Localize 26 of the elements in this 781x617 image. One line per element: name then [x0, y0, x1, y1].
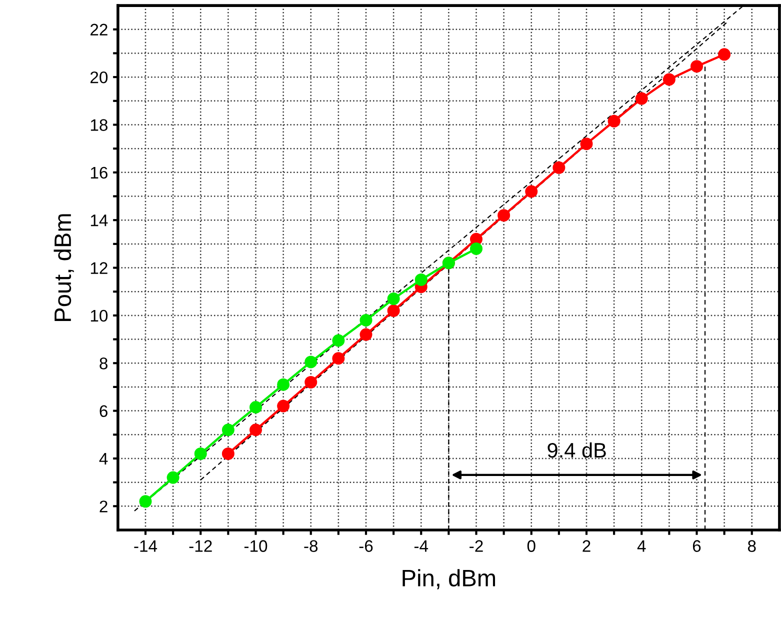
annotation: 9.4 dB: [548, 442, 606, 458]
x-tick-label: -2: [470, 540, 483, 552]
y-tick-label: 18: [90, 119, 108, 131]
y-tick-label: 6: [100, 405, 108, 418]
x-tick-label: -12: [189, 540, 212, 552]
y-tick-label: 22: [90, 24, 108, 36]
x-tick-label: 0: [527, 540, 536, 552]
y-tick-label: 14: [90, 214, 108, 226]
x-axis-title: Pin, dBm: [402, 569, 496, 590]
x-tick-label: 2: [582, 540, 590, 552]
y-tick-label: 10: [90, 310, 108, 322]
y-axis-title: Pout, dBm: [54, 214, 74, 321]
x-tick-label: -14: [134, 540, 158, 552]
x-tick-label: -10: [244, 540, 268, 552]
x-tick-label: 8: [748, 540, 756, 552]
y-tick-label: 16: [90, 166, 108, 179]
x-tick-label: 6: [692, 540, 701, 552]
x-tick-label: -8: [304, 540, 318, 552]
y-tick-label: 20: [90, 71, 108, 84]
x-tick-label: -4: [414, 540, 428, 552]
y-tick-label: 2: [100, 500, 108, 512]
y-tick-label: 8: [100, 358, 108, 370]
x-tick-label: -6: [359, 540, 373, 552]
x-tick-label: 4: [637, 540, 646, 552]
y-tick-label: 4: [99, 453, 108, 465]
y-tick-label: 12: [90, 262, 108, 274]
